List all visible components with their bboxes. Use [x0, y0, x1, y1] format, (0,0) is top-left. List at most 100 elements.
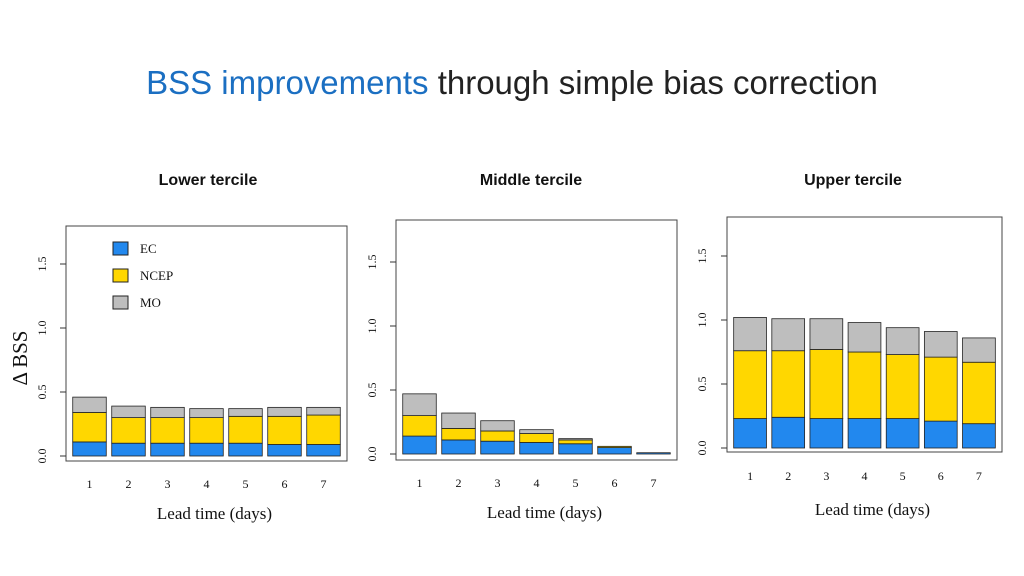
bar-segment-mo: [809, 318, 844, 350]
bar-segment-ec: [923, 420, 958, 449]
y-tick-label: 0.5: [365, 383, 379, 398]
x-tick-label: 6: [282, 477, 288, 491]
bar-segment-mo: [228, 408, 263, 417]
bar-segment-ncep: [306, 414, 341, 445]
chart-panel-3: 0.0 0.5 1.0 1.5 1 2 3 4 5 6 7 Lead time (days): [695, 216, 1003, 519]
bar-segment-ncep: [189, 417, 224, 444]
bar-segment-mo: [558, 438, 593, 441]
bar-segment-ec: [441, 439, 476, 455]
x-tick-label: 1: [747, 469, 753, 483]
x-tick-label: 2: [785, 469, 791, 483]
bar-segment-mo: [771, 318, 806, 352]
panel-title-middle: Middle tercile: [479, 172, 583, 189]
x-tick-label: 7: [651, 476, 657, 490]
bar-segment-ec: [111, 442, 146, 457]
x-tick-label: 5: [900, 469, 906, 483]
y-tick-label: 0.0: [695, 441, 709, 456]
bar-segment-ec: [72, 441, 107, 457]
bar-segment-mo: [306, 406, 341, 416]
x-axis-label: Lead time (days): [487, 503, 602, 522]
slide-title-rest: through simple bias correction: [437, 64, 878, 101]
y-tick-label: 0.0: [365, 447, 379, 462]
bar-segment-ec: [558, 443, 593, 455]
bar-segment-ncep: [847, 351, 882, 419]
x-tick-label: 7: [321, 477, 327, 491]
bar-segment-ncep: [885, 354, 920, 419]
bar-segment-ec: [267, 444, 302, 457]
chart-panel-2: 0.0 0.5 1.0 1.5 1 2 3 4 5 6 7 Lead time (days): [365, 219, 678, 522]
bar-segment-ncep: [72, 412, 107, 443]
x-tick-label: 4: [862, 469, 868, 483]
y-tick-label: 1.5: [695, 249, 709, 264]
shared-y-axis-label: Δ BSS: [8, 331, 32, 386]
bar-segment-ncep: [519, 433, 554, 443]
bar-segment-ec: [597, 447, 632, 455]
x-tick-label: 1: [87, 477, 93, 491]
bar-segment-mo: [847, 322, 882, 353]
bar-segment-ncep: [111, 417, 146, 444]
bar-segment-ncep: [480, 430, 515, 442]
bar-segment-mo: [480, 420, 515, 432]
x-tick-label: 5: [573, 476, 579, 490]
x-axis-label: Lead time (days): [157, 504, 272, 523]
y-tick-label: 0.0: [35, 449, 49, 464]
bar-segment-ncep: [558, 439, 593, 445]
x-tick-label: 2: [456, 476, 462, 490]
bar-segment-ec: [636, 452, 671, 455]
x-tick-label: 4: [204, 477, 210, 491]
bar-segment-ncep: [733, 350, 767, 419]
x-axis-label: Lead time (days): [815, 500, 930, 519]
chart-layer: 0.0 0.5 1.0 1.5 1 2 3 4 5 6 7 Lead time (days) EC NCE…: [35, 216, 1003, 523]
y-tick-label: 1.0: [35, 321, 49, 336]
x-tick-label: 1: [417, 476, 423, 490]
x-tick-label: 3: [165, 477, 171, 491]
bar-segment-mo: [885, 327, 920, 355]
bar-segment-ec: [150, 442, 185, 457]
bar-segment-mo: [519, 429, 554, 434]
bar-segment-ec: [402, 435, 437, 455]
bar-segment-ec: [962, 423, 996, 449]
panel-title-upper: Upper tercile: [804, 172, 902, 189]
plot-frame: [395, 219, 678, 461]
slide-title: BSS improvements through simple bias cor…: [0, 64, 1024, 102]
bar-segment-ncep: [150, 417, 185, 444]
legend-swatch-ncep: [112, 268, 129, 283]
legend-swatch-ec: [112, 241, 129, 256]
x-tick-label: 4: [534, 476, 540, 490]
bar-segment-mo: [111, 405, 146, 418]
chart-panel-1: 0.0 0.5 1.0 1.5 1 2 3 4 5 6 7 Lead time (days) EC NCE…: [35, 225, 348, 523]
bar-segment-ec: [306, 444, 341, 457]
legend-swatch-mo: [112, 295, 129, 310]
bar-segment-ec: [733, 418, 767, 449]
bar-segment-mo: [267, 406, 302, 417]
bar-segment-ncep: [267, 415, 302, 445]
bar-segment-ec: [519, 442, 554, 455]
x-tick-label: 3: [823, 469, 829, 483]
bar-segment-ec: [228, 442, 263, 457]
y-tick-label: 0.5: [695, 377, 709, 392]
bar-segment-ncep: [771, 350, 806, 418]
bar-segment-ec: [480, 440, 515, 455]
x-tick-label: 2: [126, 477, 132, 491]
panel-title-lower: Lower tercile: [158, 172, 258, 189]
x-tick-label: 3: [495, 476, 501, 490]
bar-segment-ncep: [923, 356, 958, 422]
x-tick-label: 6: [938, 469, 944, 483]
bar-segment-ncep: [228, 415, 263, 444]
y-tick-label: 1.0: [695, 313, 709, 328]
plot-frame: [65, 225, 348, 462]
bar-segment-mo: [402, 393, 437, 416]
bar-segment-mo: [72, 396, 107, 413]
slide-title-highlight: BSS improvements: [146, 64, 429, 101]
bar-segment-ncep: [962, 361, 996, 425]
legend-label-mo: MO: [140, 295, 161, 310]
bar-segment-mo: [189, 408, 224, 419]
legend-label-ncep: NCEP: [140, 268, 173, 283]
bar-segment-mo: [962, 337, 996, 363]
y-tick-label: 0.5: [35, 385, 49, 400]
bar-segment-mo: [150, 406, 185, 418]
bar-segment-mo: [733, 317, 767, 352]
bar-segment-ncep: [597, 445, 632, 449]
x-tick-label: 7: [976, 469, 982, 483]
